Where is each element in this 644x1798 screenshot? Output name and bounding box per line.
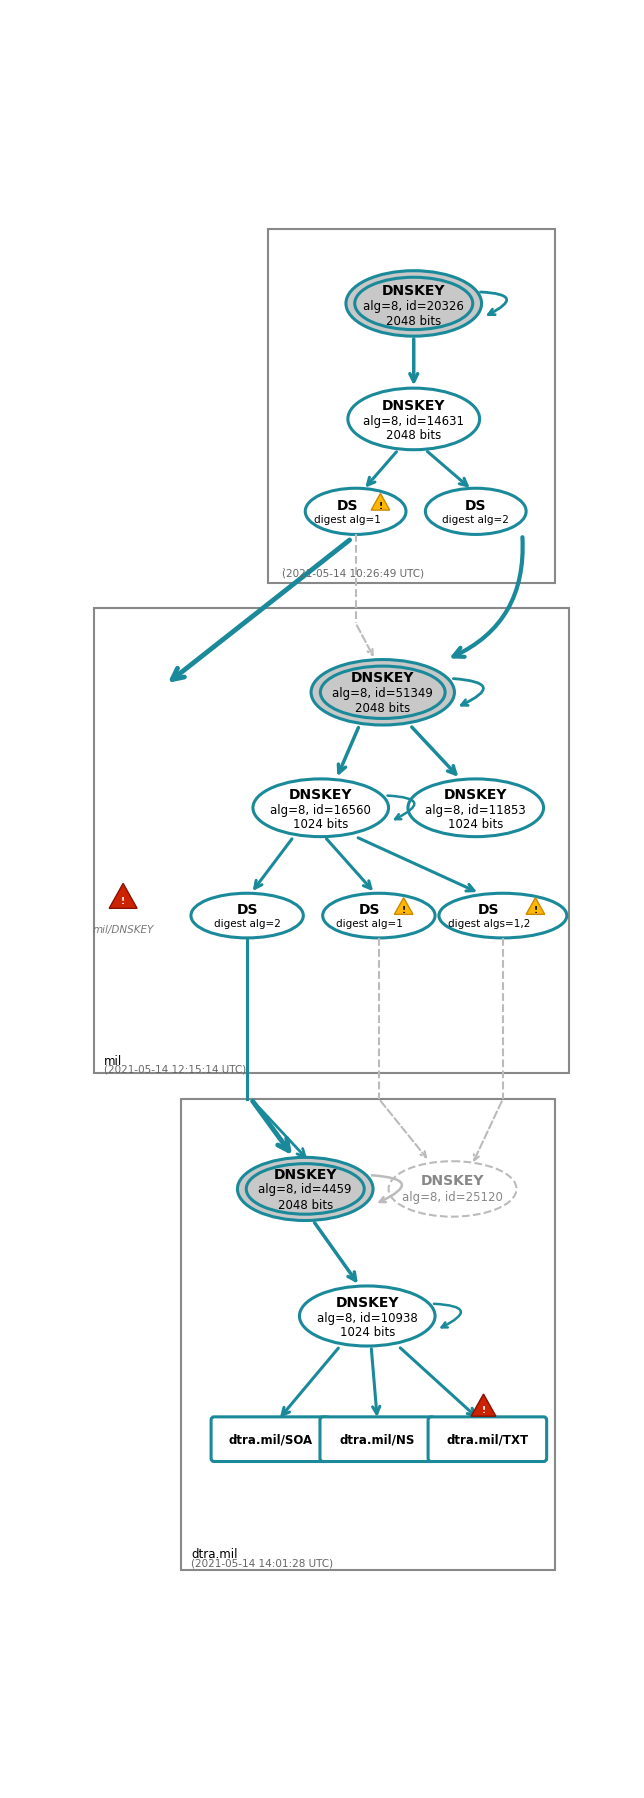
Ellipse shape [320, 667, 445, 719]
Text: digest algs=1,2: digest algs=1,2 [448, 919, 530, 930]
Ellipse shape [439, 894, 567, 939]
Text: DNSKEY: DNSKEY [336, 1295, 399, 1309]
Text: dtra.mil/TXT: dtra.mil/TXT [446, 1433, 529, 1446]
Polygon shape [394, 899, 413, 915]
Ellipse shape [323, 894, 435, 939]
Text: alg=8, id=51349: alg=8, id=51349 [332, 687, 433, 699]
Ellipse shape [253, 780, 388, 838]
Text: alg=8, id=25120: alg=8, id=25120 [402, 1190, 503, 1203]
Ellipse shape [305, 489, 406, 536]
FancyBboxPatch shape [428, 1417, 547, 1462]
Polygon shape [371, 494, 390, 511]
Ellipse shape [346, 271, 482, 336]
Text: !: ! [121, 897, 125, 906]
Text: (2021-05-14 12:15:14 UTC): (2021-05-14 12:15:14 UTC) [104, 1063, 246, 1073]
Text: DNSKEY: DNSKEY [351, 671, 415, 685]
Ellipse shape [348, 388, 480, 451]
Text: DS: DS [465, 498, 486, 512]
Text: alg=8, id=10938: alg=8, id=10938 [317, 1311, 417, 1325]
Text: DS: DS [337, 498, 359, 512]
Text: (2021-05-14 14:01:28 UTC): (2021-05-14 14:01:28 UTC) [191, 1557, 334, 1568]
Bar [181, 1099, 554, 1570]
Text: DNSKEY: DNSKEY [382, 399, 446, 414]
Text: 1024 bits: 1024 bits [339, 1325, 395, 1338]
Text: DS: DS [478, 903, 500, 917]
Bar [95, 608, 569, 1073]
Ellipse shape [238, 1158, 373, 1221]
Text: dtra.mil/NS: dtra.mil/NS [339, 1433, 415, 1446]
Text: digest alg=2: digest alg=2 [442, 514, 509, 525]
Text: mil/DNSKEY: mil/DNSKEY [93, 924, 154, 935]
Text: DNSKEY: DNSKEY [382, 284, 446, 297]
Text: DNSKEY: DNSKEY [421, 1172, 484, 1187]
Ellipse shape [191, 894, 303, 939]
Ellipse shape [408, 780, 544, 838]
Text: alg=8, id=14631: alg=8, id=14631 [363, 415, 464, 428]
Text: 2048 bits: 2048 bits [386, 315, 441, 327]
Text: DS: DS [359, 903, 381, 917]
Text: dtra.mil/SOA: dtra.mil/SOA [229, 1433, 312, 1446]
Text: digest alg=1: digest alg=1 [314, 514, 381, 525]
Text: alg=8, id=16560: alg=8, id=16560 [270, 804, 371, 816]
Ellipse shape [388, 1162, 516, 1217]
Polygon shape [526, 899, 545, 915]
FancyBboxPatch shape [211, 1417, 330, 1462]
Text: alg=8, id=11853: alg=8, id=11853 [426, 804, 526, 816]
Polygon shape [109, 885, 137, 908]
Text: alg=8, id=20326: alg=8, id=20326 [363, 300, 464, 313]
Polygon shape [471, 1393, 496, 1417]
Text: !: ! [379, 502, 383, 511]
Text: 1024 bits: 1024 bits [448, 818, 504, 831]
Text: !: ! [533, 904, 538, 913]
Text: DNSKEY: DNSKEY [289, 788, 352, 802]
FancyBboxPatch shape [320, 1417, 435, 1462]
Text: alg=8, id=4459: alg=8, id=4459 [258, 1183, 352, 1196]
Text: digest alg=2: digest alg=2 [214, 919, 281, 930]
Text: .: . [282, 561, 286, 572]
Text: digest alg=1: digest alg=1 [336, 919, 403, 930]
Ellipse shape [426, 489, 526, 536]
Text: 2048 bits: 2048 bits [278, 1197, 333, 1212]
Text: mil: mil [104, 1054, 122, 1068]
Text: DNSKEY: DNSKEY [444, 788, 507, 802]
Ellipse shape [299, 1286, 435, 1347]
Text: DNSKEY: DNSKEY [274, 1167, 337, 1181]
Text: DS: DS [236, 903, 258, 917]
Text: !: ! [482, 1406, 486, 1415]
Bar [268, 230, 554, 584]
Text: (2021-05-14 10:26:49 UTC): (2021-05-14 10:26:49 UTC) [282, 568, 424, 579]
Text: 2048 bits: 2048 bits [386, 428, 441, 442]
Text: dtra.mil: dtra.mil [191, 1546, 238, 1561]
Text: !: ! [402, 904, 406, 913]
Text: 1024 bits: 1024 bits [293, 818, 348, 831]
Ellipse shape [311, 660, 455, 726]
Ellipse shape [246, 1163, 365, 1214]
Ellipse shape [355, 279, 473, 331]
Text: 2048 bits: 2048 bits [355, 701, 410, 716]
